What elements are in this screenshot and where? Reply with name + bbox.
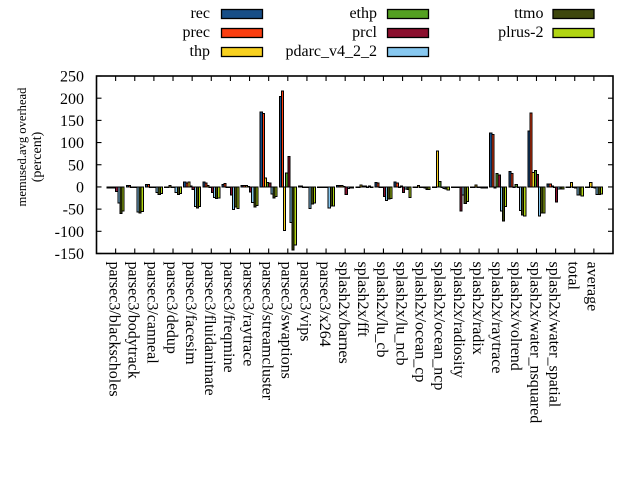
svg-text:memused.avg overhead: memused.avg overhead [15, 87, 29, 207]
svg-text:splash2x/raytrace: splash2x/raytrace [488, 262, 505, 374]
svg-text:150: 150 [60, 113, 84, 130]
svg-text:splash2x/water_nsquared: splash2x/water_nsquared [526, 262, 543, 424]
svg-text:pdarc_v4_2_2: pdarc_v4_2_2 [285, 43, 377, 60]
svg-text:splash2x/radix: splash2x/radix [469, 262, 486, 355]
svg-text:splash2x/lu_ncb: splash2x/lu_ncb [392, 262, 409, 366]
svg-text:-50: -50 [63, 202, 84, 219]
svg-text:ethp: ethp [349, 5, 377, 22]
svg-text:parsec3/swaptions: parsec3/swaptions [278, 262, 295, 379]
svg-text:splash2x/water_spatial: splash2x/water_spatial [545, 262, 562, 408]
svg-text:splash2x/volrend: splash2x/volrend [507, 262, 524, 371]
svg-text:prcl: prcl [352, 24, 377, 41]
svg-text:parsec3/dedup: parsec3/dedup [163, 262, 180, 354]
svg-text:parsec3/canneal: parsec3/canneal [144, 262, 161, 365]
svg-text:plrus-2: plrus-2 [498, 24, 543, 41]
svg-text:parsec3/facesim: parsec3/facesim [182, 262, 199, 366]
svg-text:average: average [584, 262, 601, 312]
svg-text:parsec3/bodytrack: parsec3/bodytrack [125, 262, 142, 379]
svg-text:rec: rec [190, 5, 210, 22]
svg-text:thp: thp [190, 43, 210, 60]
svg-text:splash2x/lu_cb: splash2x/lu_cb [373, 262, 390, 358]
svg-text:splash2x/radiosity: splash2x/radiosity [450, 262, 467, 378]
svg-text:0: 0 [76, 180, 84, 197]
svg-text:100: 100 [60, 135, 84, 152]
svg-text:parsec3/streamcluster: parsec3/streamcluster [258, 262, 275, 401]
svg-text:parsec3/freqmine: parsec3/freqmine [220, 262, 237, 373]
svg-text:parsec3/x264: parsec3/x264 [316, 262, 333, 347]
svg-text:-100: -100 [55, 224, 84, 241]
svg-text:parsec3/vips: parsec3/vips [297, 262, 314, 342]
svg-text:splash2x/ocean_ncp: splash2x/ocean_ncp [431, 262, 448, 391]
svg-text:250: 250 [60, 69, 84, 86]
svg-text:ttmo: ttmo [514, 5, 543, 22]
svg-text:parsec3/blackscholes: parsec3/blackscholes [105, 262, 122, 397]
svg-text:splash2x/barnes: splash2x/barnes [335, 262, 352, 364]
svg-text:splash2x/ocean_cp: splash2x/ocean_cp [412, 262, 429, 383]
svg-text:parsec3/raytrace: parsec3/raytrace [239, 262, 256, 367]
svg-text:prec: prec [182, 24, 210, 41]
svg-text:total: total [565, 262, 582, 291]
svg-text:parsec3/fluidanimate: parsec3/fluidanimate [201, 262, 218, 396]
svg-text:-150: -150 [55, 246, 84, 263]
svg-text:50: 50 [68, 157, 84, 174]
svg-text:200: 200 [60, 91, 84, 108]
svg-text:(percent): (percent) [30, 131, 45, 182]
svg-text:splash2x/fft: splash2x/fft [354, 262, 371, 338]
